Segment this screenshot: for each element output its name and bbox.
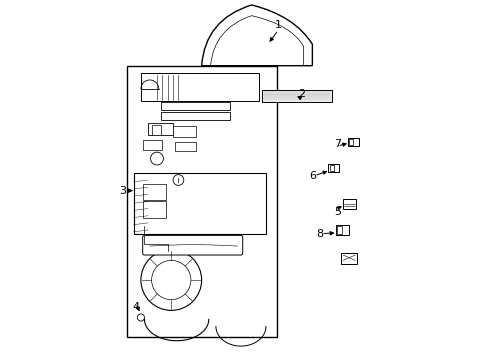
Text: 7: 7 <box>333 139 340 149</box>
FancyBboxPatch shape <box>148 123 173 135</box>
FancyBboxPatch shape <box>142 184 165 200</box>
FancyBboxPatch shape <box>141 73 258 102</box>
FancyBboxPatch shape <box>329 165 333 171</box>
Circle shape <box>151 260 190 300</box>
Circle shape <box>150 152 163 165</box>
FancyBboxPatch shape <box>328 164 339 172</box>
Text: 6: 6 <box>308 171 315 181</box>
PathPatch shape <box>201 5 312 66</box>
Circle shape <box>173 175 183 185</box>
FancyBboxPatch shape <box>160 112 230 120</box>
FancyBboxPatch shape <box>340 252 356 264</box>
FancyBboxPatch shape <box>134 173 265 234</box>
Text: 8: 8 <box>315 229 323 239</box>
FancyBboxPatch shape <box>348 139 353 145</box>
FancyBboxPatch shape <box>151 125 160 135</box>
FancyBboxPatch shape <box>342 199 356 208</box>
FancyBboxPatch shape <box>142 202 165 217</box>
Text: 4: 4 <box>132 302 139 312</box>
FancyBboxPatch shape <box>175 143 196 152</box>
FancyBboxPatch shape <box>262 90 331 103</box>
FancyBboxPatch shape <box>160 103 230 111</box>
FancyBboxPatch shape <box>335 225 348 235</box>
Circle shape <box>137 314 144 321</box>
FancyBboxPatch shape <box>336 226 342 234</box>
FancyBboxPatch shape <box>347 138 358 146</box>
FancyBboxPatch shape <box>142 235 242 255</box>
Text: 1: 1 <box>274 19 282 30</box>
Text: 5: 5 <box>333 207 340 217</box>
FancyBboxPatch shape <box>173 126 196 137</box>
Text: 3: 3 <box>119 186 126 196</box>
Circle shape <box>141 249 201 310</box>
FancyBboxPatch shape <box>126 66 276 337</box>
FancyBboxPatch shape <box>142 140 162 150</box>
Text: 2: 2 <box>298 89 305 99</box>
